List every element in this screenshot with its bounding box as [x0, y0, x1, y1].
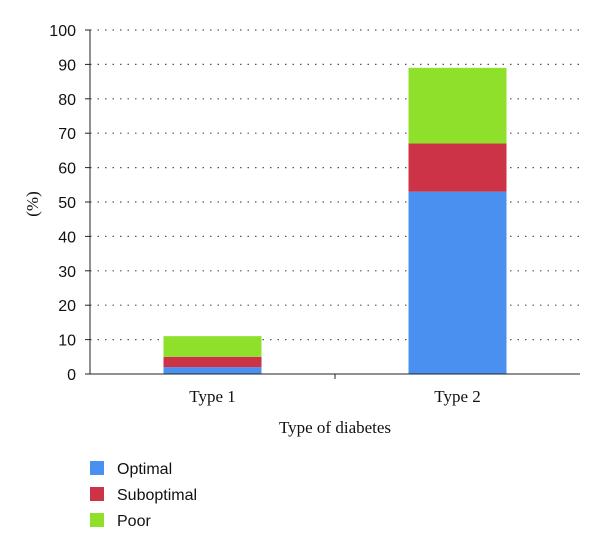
y-tick-label: 60 [58, 161, 76, 178]
y-tick-label: 50 [58, 195, 76, 212]
legend-swatch-poor [90, 513, 104, 527]
bar-segment-suboptimal-2 [408, 143, 507, 192]
y-tick-label: 0 [67, 367, 76, 384]
legend: Optimal Suboptimal Poor [90, 461, 197, 530]
y-tick-label: 10 [58, 333, 76, 350]
legend-label-poor: Poor [117, 513, 151, 530]
x-category-label: Type 1 [189, 387, 236, 406]
bar-segment-poor-2 [408, 67, 507, 144]
y-tick-label: 30 [58, 264, 76, 281]
y-tick-label: 80 [58, 92, 76, 109]
legend-swatch-suboptimal [90, 487, 104, 501]
y-tick-label: 70 [58, 126, 76, 143]
bar-segment-optimal-2 [408, 191, 507, 374]
bar-segment-suboptimal-1 [163, 356, 262, 368]
y-ticks: 0 10 20 30 40 50 60 70 80 90 100 [49, 23, 90, 384]
x-axis-title: Type of diabetes [279, 418, 391, 437]
legend-label-suboptimal: Suboptimal [117, 487, 197, 504]
y-axis-title: (%) [23, 191, 42, 216]
legend-swatch-optimal [90, 461, 104, 475]
y-tick-label: 20 [58, 298, 76, 315]
bars [163, 67, 507, 374]
y-tick-label: 40 [58, 229, 76, 246]
legend-label-optimal: Optimal [117, 461, 172, 478]
bar-segment-optimal-1 [163, 367, 262, 374]
y-tick-label: 100 [49, 23, 76, 40]
x-category-label: Type 2 [434, 387, 481, 406]
x-categories: Type 1 Type 2 [189, 374, 481, 406]
y-tick-label: 90 [58, 57, 76, 74]
bar-segment-poor-1 [163, 336, 262, 357]
